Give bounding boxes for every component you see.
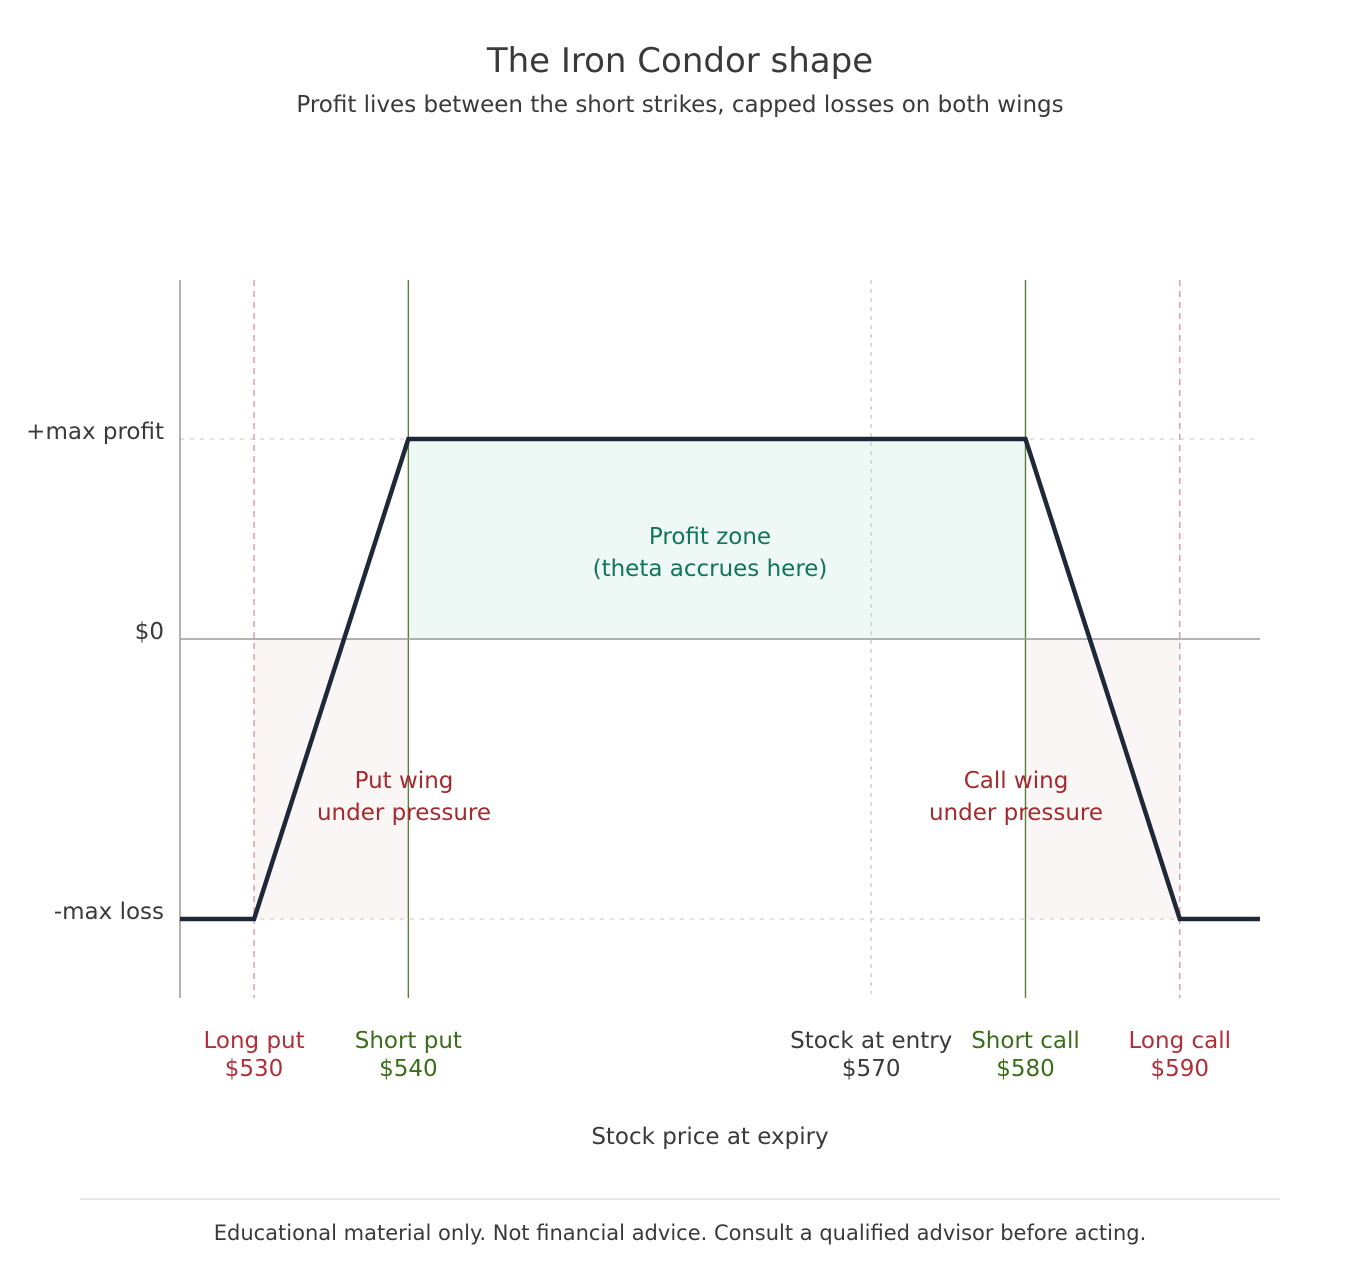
short-call-tick-price: $580 — [996, 1056, 1055, 1082]
y-tick-zero: $0 — [135, 619, 164, 645]
y-tick-max-loss: -max loss — [54, 899, 164, 925]
long-put-tick-price: $530 — [225, 1056, 284, 1082]
chart-title: The Iron Condor shape — [486, 41, 873, 81]
profit-zone-label-line-2: (theta accrues here) — [593, 556, 828, 582]
long-call-tick-price: $590 — [1150, 1056, 1209, 1082]
long-call-tick-label: Long call — [1129, 1028, 1232, 1054]
axes-layer — [179, 280, 1260, 998]
entry-tick-price: $570 — [842, 1056, 901, 1082]
payoff-line — [180, 436, 1260, 922]
profit-zone-label-line-1: Profit zone — [649, 524, 771, 550]
long-put-tick-label: Long put — [203, 1028, 304, 1054]
call-wing-zone-label-line-1: Call wing — [964, 768, 1069, 794]
zones-layer — [254, 439, 1180, 919]
y-tick-labels: +max profit $0 -max loss — [26, 419, 164, 925]
chart-subtitle: Profit lives between the short strikes, … — [296, 92, 1063, 118]
zone-labels-layer: Profit zone (theta accrues here) Put wing u… — [317, 524, 1103, 826]
short-put-tick-label: Short put — [355, 1028, 462, 1054]
short-put-tick-price: $540 — [379, 1056, 438, 1082]
y-tick-max-profit: +max profit — [26, 419, 164, 445]
x-axis-label: Stock price at expiry — [591, 1124, 828, 1150]
put-wing-zone-label-line-2: under pressure — [317, 800, 491, 826]
entry-tick-label: Stock at entry — [790, 1028, 952, 1054]
call-wing-zone-label-line-2: under pressure — [929, 800, 1103, 826]
put-wing-zone-label-line-1: Put wing — [355, 768, 454, 794]
profit-zone-fill — [408, 439, 1026, 639]
footer-disclaimer: Educational material only. Not financial… — [214, 1221, 1147, 1245]
payoff-layer — [180, 436, 1260, 922]
short-call-tick-label: Short call — [971, 1028, 1080, 1054]
